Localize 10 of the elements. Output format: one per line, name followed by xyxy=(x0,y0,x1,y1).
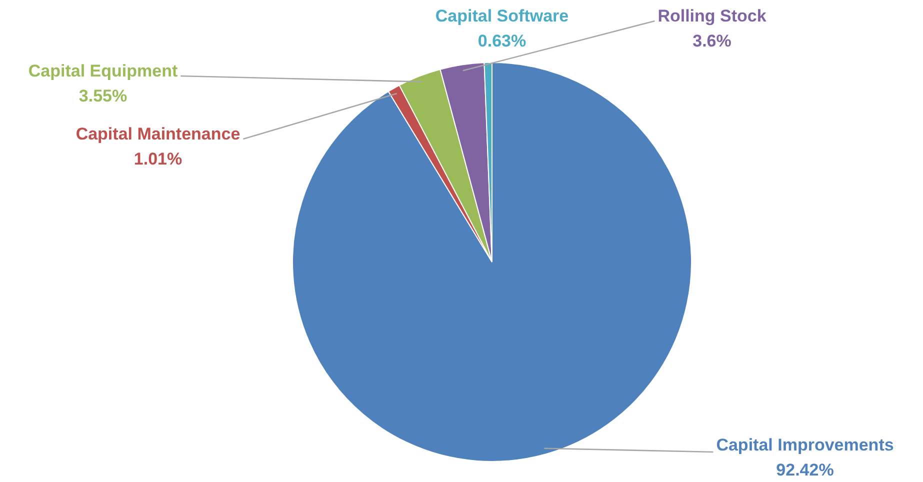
slice-label: Rolling Stock xyxy=(658,6,767,26)
slice-label: Capital Maintenance xyxy=(76,124,240,144)
slice-label: Capital Equipment xyxy=(28,62,178,81)
data-label: 92.42% xyxy=(776,460,834,480)
data-label: 0.63% xyxy=(478,32,526,51)
slice-label: Capital Improvements xyxy=(716,436,894,455)
slice-label: Capital Software xyxy=(435,6,569,26)
data-label: 3.55% xyxy=(78,86,128,106)
data-label: 3.6% xyxy=(692,32,732,51)
data-label: 1.01% xyxy=(134,150,182,169)
